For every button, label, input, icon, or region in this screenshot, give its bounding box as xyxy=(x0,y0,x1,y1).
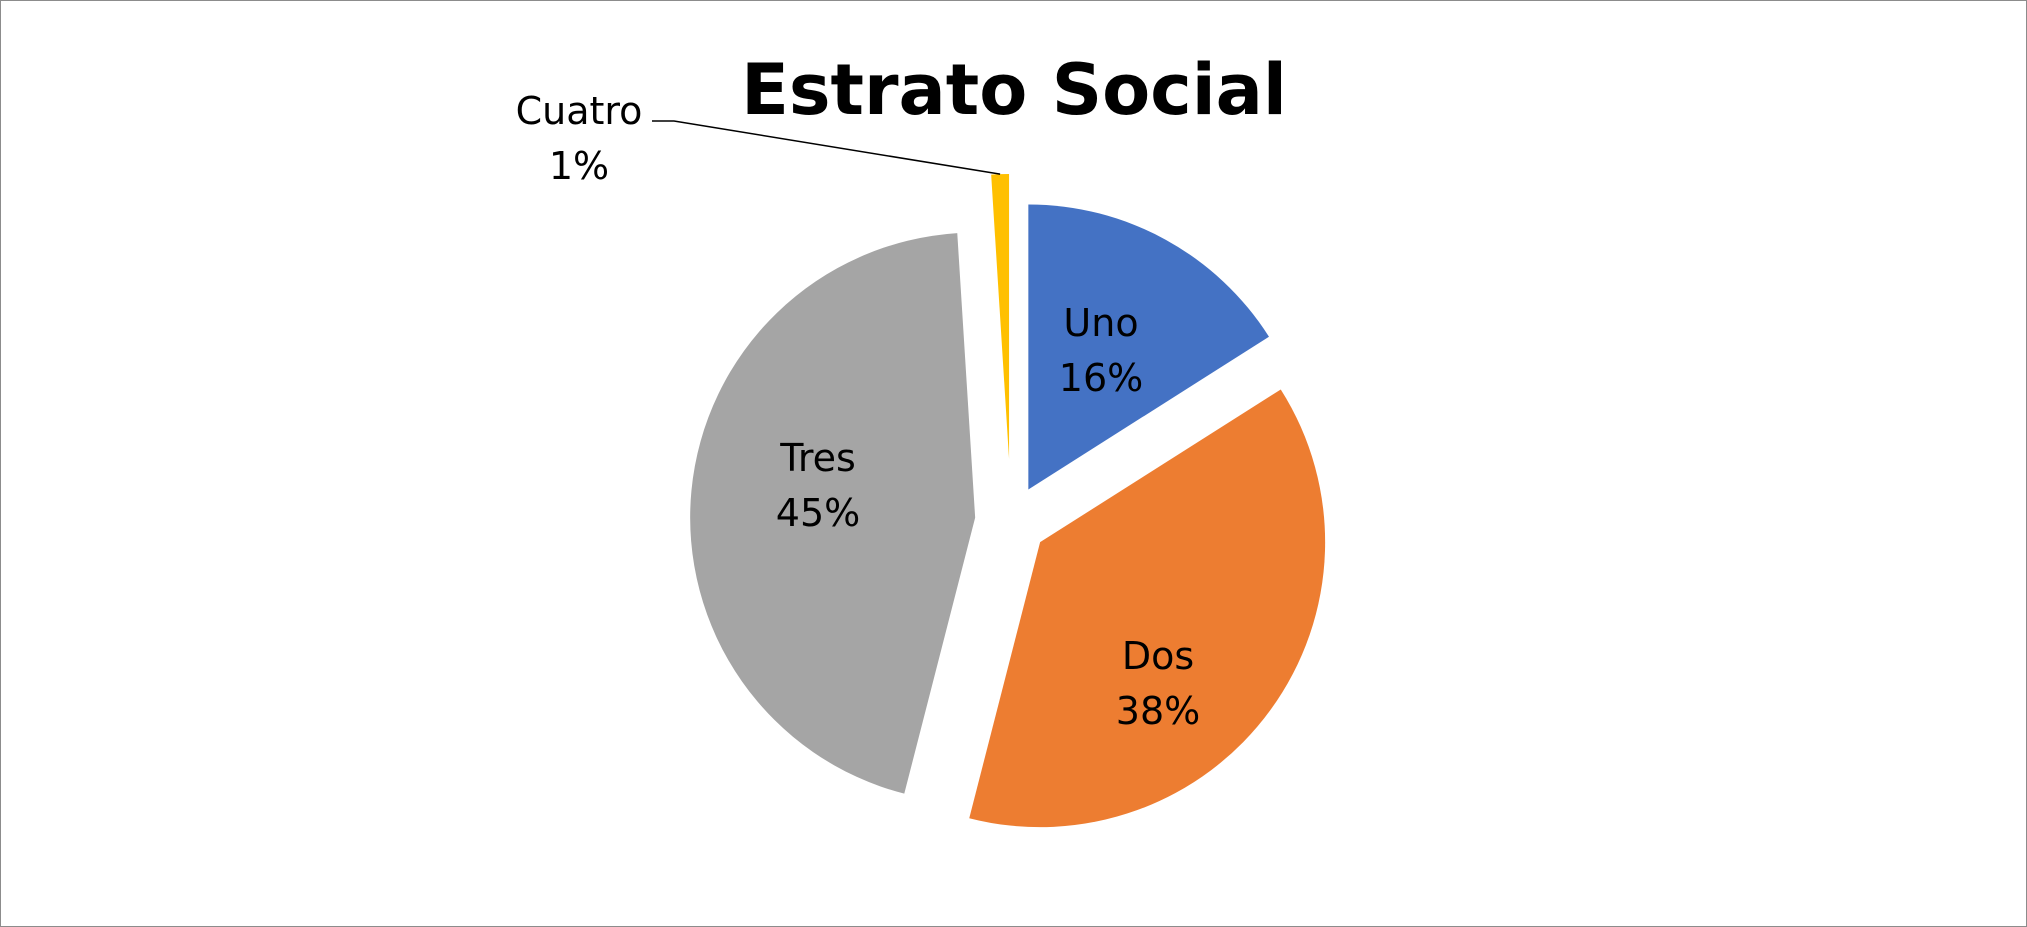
chart-title: Estrato Social xyxy=(741,49,1287,131)
leader-line-cuatro xyxy=(652,120,1001,175)
leader-lines xyxy=(652,120,1001,175)
slice-label-tres: Tres 45% xyxy=(776,436,860,535)
pie-slice-dos xyxy=(969,389,1326,828)
slice-labels: Uno 16% Dos 38% Tres 45% Cuatro 1% xyxy=(516,89,1201,733)
slice-label-uno: Uno 16% xyxy=(1059,301,1143,400)
pie-slices xyxy=(690,174,1326,828)
slice-label-dos: Dos 38% xyxy=(1116,634,1200,733)
pie-slice-cuatro xyxy=(991,174,1010,460)
slice-label-cuatro: Cuatro 1% xyxy=(516,89,643,188)
pie-slice-uno xyxy=(1028,204,1269,490)
pie-slice-tres xyxy=(690,233,976,794)
